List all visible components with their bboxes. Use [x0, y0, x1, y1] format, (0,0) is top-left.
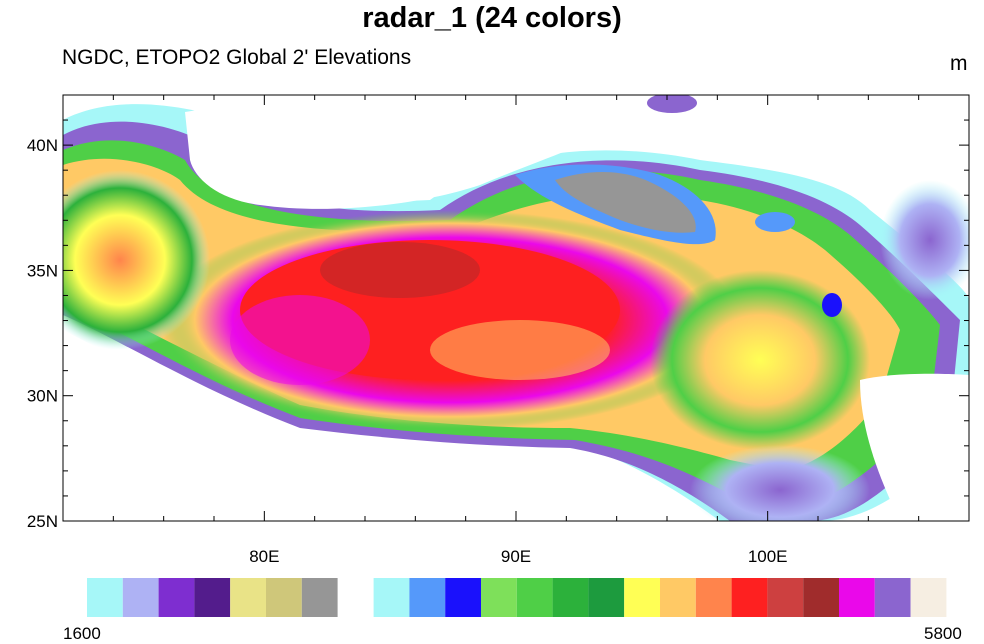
northeast-fringe	[880, 180, 969, 300]
chart-subtitle: NGDC, ETOPO2 Global 2' Elevations	[62, 46, 412, 69]
sichuan-basin	[860, 373, 969, 521]
tarim-basin	[185, 99, 640, 209]
y-tick-label: 30N	[27, 387, 58, 406]
northern-purple-patch	[647, 95, 697, 113]
qaidam-basin-floor	[555, 171, 696, 233]
plateau-darkred-patch	[320, 242, 480, 298]
qinghai-lake	[755, 212, 795, 232]
colorbar	[87, 578, 947, 617]
colorbar-swatch	[194, 578, 231, 617]
y-tick-label: 25N	[27, 512, 58, 531]
colorbar-swatch	[481, 578, 517, 617]
colorbar-swatch	[158, 578, 195, 617]
colorbar-swatch	[910, 578, 947, 617]
colorbar-swatch	[87, 578, 123, 617]
colorbar-min-label: 1600	[63, 624, 101, 643]
x-tick-label: 100E	[748, 547, 788, 566]
colorbar-swatch	[409, 578, 446, 617]
y-axis: 25N 30N 35N 40N	[27, 94, 969, 531]
colorbar-swatch	[445, 578, 481, 617]
colorbar-swatch	[373, 578, 410, 617]
colorbar-swatch	[230, 578, 266, 617]
colorbar-swatch	[516, 578, 553, 617]
x-axis: 80E 90E 100E	[62, 95, 970, 566]
blue-lake	[822, 293, 842, 317]
plateau-magenta-band	[230, 295, 370, 385]
colorbar-swatch	[839, 578, 875, 617]
colorbar-swatch	[803, 578, 839, 617]
x-tick-label: 90E	[501, 547, 531, 566]
y-tick-label: 35N	[27, 261, 58, 280]
eastern-slopes	[650, 270, 870, 450]
colorbar-swatch	[266, 578, 302, 617]
colorbar-swatch	[552, 578, 589, 617]
x-tick-label: 80E	[249, 547, 279, 566]
colorbar-swatch	[624, 578, 660, 617]
y-tick-label: 40N	[27, 136, 58, 155]
chart-title: radar_1 (24 colors)	[362, 2, 622, 34]
colorbar-swatch	[731, 578, 768, 617]
western-ranges	[63, 170, 210, 350]
plateau-orange-patch	[430, 320, 610, 380]
colorbar-swatch	[660, 578, 696, 617]
colorbar-swatch	[874, 578, 911, 617]
gangetic-plain	[63, 330, 690, 521]
elevation-raster	[63, 95, 969, 521]
colorbar-swatch	[588, 578, 625, 617]
colorbar-swatch	[301, 578, 338, 617]
colorbar-swatch	[122, 578, 159, 617]
colorbar-swatch	[695, 578, 732, 617]
colorbar-max-label: 5800	[924, 624, 962, 643]
southeast-fringe	[690, 445, 870, 521]
colorbar-swatch	[767, 578, 804, 617]
units-label: m	[950, 52, 968, 75]
